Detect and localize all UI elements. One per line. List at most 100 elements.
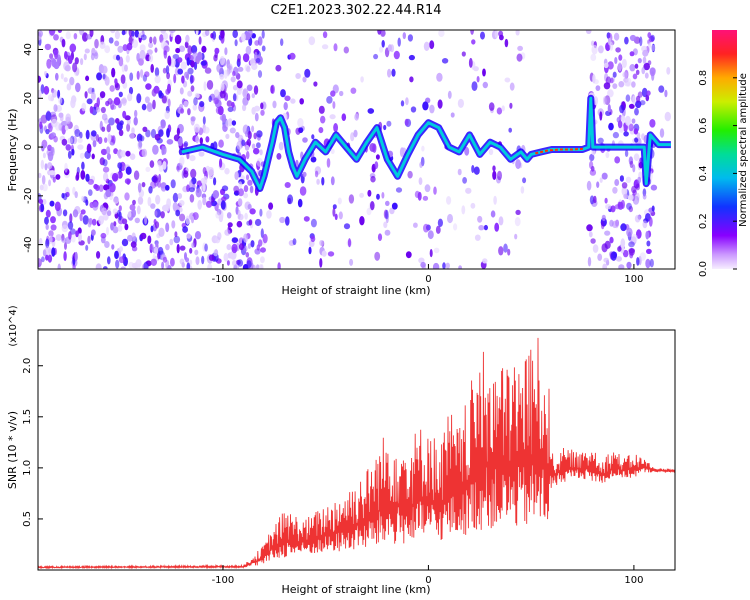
spectrogram-cell: [163, 45, 170, 53]
spectrogram-cell: [189, 259, 193, 266]
spectrogram-cell: [608, 122, 614, 131]
spectrogram-cell: [79, 30, 85, 36]
spectrogram-cell: [150, 203, 156, 209]
spectrogram-cell: [206, 80, 214, 90]
spectrogram-cell: [193, 97, 198, 106]
spectrogram-cell: [109, 85, 115, 92]
spectrogram-cell: [646, 248, 652, 254]
spectrogram-cell: [48, 230, 54, 237]
spectrogram-cell: [258, 264, 263, 269]
spectrogram-cell: [243, 245, 248, 252]
spectrogram-cell: [125, 166, 132, 175]
spectrogram-cell: [119, 246, 123, 252]
spectrogram-cell: [41, 144, 45, 152]
spectrogram-cell: [173, 235, 181, 244]
spectrogram-cell: [51, 247, 56, 257]
spectrogram-cell: [111, 172, 119, 182]
spectrogram-cell: [190, 116, 196, 122]
spectrogram-cell: [63, 77, 68, 83]
spectrogram-cell: [461, 51, 466, 57]
spectrogram-cell: [383, 221, 388, 229]
spectrogram-cell: [631, 185, 637, 194]
spectrogram-cell: [627, 194, 634, 201]
spectrogram-cell: [74, 57, 79, 65]
spectrogram-cell: [132, 39, 138, 48]
spectrogram-cell: [160, 119, 166, 129]
spectrogram-cell: [231, 243, 238, 254]
spectrogram-cell: [137, 182, 142, 193]
spectrogram-cell: [260, 109, 265, 116]
spectrogram-cell: [226, 244, 232, 251]
spectrogram-cell: [589, 169, 597, 176]
spectrogram-cell: [232, 93, 237, 102]
spectrogram-cell: [162, 32, 169, 40]
spectrogram-cell: [190, 168, 197, 179]
spectrogram-cell: [461, 205, 466, 215]
spectrogram-cell: [130, 241, 137, 248]
spectrogram-cell: [95, 134, 100, 142]
spectrogram-cell: [477, 215, 483, 223]
spectrogram-cell: [194, 249, 199, 256]
spectrogram-cell: [144, 215, 148, 225]
spectrogram-cell: [133, 170, 140, 180]
spectrogram-cell: [476, 76, 480, 83]
spectrogram-cell: [208, 254, 215, 261]
spectrogram-cell: [441, 58, 449, 64]
spectrogram-cell: [614, 156, 621, 164]
spectrogram-cell: [112, 208, 118, 215]
spectrogram-cell: [247, 203, 252, 210]
spectrogram-cell: [381, 192, 385, 199]
spectrogram-cell: [339, 90, 344, 97]
spectrogram-cell: [311, 134, 315, 140]
spectrogram-cell: [49, 200, 55, 207]
spectrogram-cell: [515, 30, 520, 36]
spectrogram-panel: -100 0 100 -40 -20 0 20 40 Height of straight …: [6, 29, 676, 297]
spectrogram-cell: [645, 94, 650, 102]
spectrogram-cell: [470, 30, 474, 35]
spectrogram-cell: [427, 230, 434, 240]
spectrogram-cell: [45, 128, 50, 135]
spectrogram-cell: [609, 41, 614, 51]
spectrogram-cell: [131, 30, 135, 37]
spectrogram-cell: [483, 224, 488, 231]
spectrogram-cell: [389, 207, 395, 215]
x-tick-label: -100: [212, 575, 235, 586]
spectrogram-cell: [129, 72, 134, 81]
spectrogram-cell: [121, 97, 127, 106]
spectrogram-cell: [610, 251, 617, 261]
spectrogram-cell: [191, 45, 198, 54]
spectrogram-cell: [176, 243, 180, 254]
spectrogram-cell: [287, 194, 294, 205]
spectrogram-cell: [238, 188, 244, 197]
spectrogram-cell: [154, 221, 160, 229]
spectrogram-cell: [470, 202, 476, 209]
spectrogram-cell: [245, 252, 250, 258]
spectrogram-cell: [45, 238, 50, 249]
spectrogram-cell: [134, 30, 139, 38]
spectrogram-cell: [100, 106, 106, 114]
spectrogram-cell: [212, 190, 220, 199]
spectrogram-cell: [132, 199, 136, 206]
spectrogram-cell: [149, 36, 153, 44]
spectrogram-cell: [297, 198, 303, 208]
x-tick-label: 100: [624, 274, 643, 285]
spectrogram-cell: [197, 51, 203, 61]
spectrogram-cell: [429, 249, 433, 258]
spectrogram-cell: [248, 219, 253, 226]
spectrogram-cell: [615, 256, 623, 262]
spectrogram-cell: [250, 240, 255, 248]
spectrogram-cell: [80, 209, 86, 215]
spectrogram-cell: [330, 148, 335, 155]
spectrogram-cell: [160, 211, 165, 219]
spectrogram-cell: [243, 185, 249, 193]
spectrogram-cell: [447, 213, 453, 224]
spectrogram-cell: [442, 262, 446, 269]
spectrogram-cell: [509, 82, 515, 91]
spectrogram-cell: [429, 104, 435, 114]
spectrogram-cell: [423, 41, 430, 51]
spectrogram-cell: [84, 48, 90, 54]
spectrogram-cell: [92, 201, 99, 211]
spectrogram-cell: [233, 263, 240, 269]
spectrogram-cell: [190, 215, 195, 224]
